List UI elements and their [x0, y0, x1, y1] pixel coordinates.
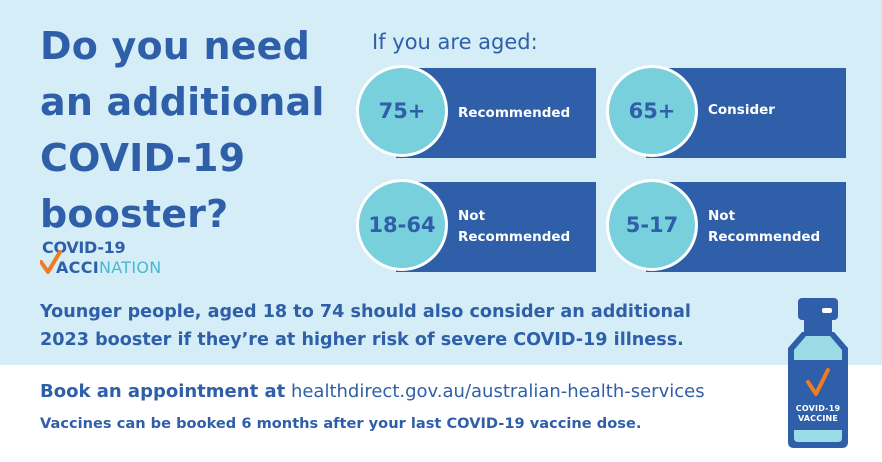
headline: Do you need an additional COVID-19 boost…: [40, 18, 340, 242]
age-card-65-plus: 65+ Consider: [606, 65, 846, 158]
vial-icon: [788, 298, 848, 448]
age-circle: 75+: [356, 65, 448, 157]
note-line: Younger people, aged 18 to 74 should als…: [40, 302, 691, 322]
headline-line: an additional: [40, 80, 325, 124]
age-card-5-17: 5-17 Not Recommended: [606, 179, 846, 272]
booking-lead: Book an appointment at: [40, 381, 286, 402]
headline-line: booster?: [40, 192, 229, 236]
vaccine-vial-illustration: COVID-19 VACCINE: [776, 298, 860, 450]
logo-top-text: COVID-19: [42, 238, 126, 257]
status-text: Recommended: [458, 104, 571, 121]
status-text: Not: [708, 208, 736, 224]
status-label: Consider: [708, 68, 840, 158]
younger-people-note: Younger people, aged 18 to 74 should als…: [40, 298, 770, 354]
age-card-18-64: 18-64 Not Recommended: [356, 179, 596, 272]
status-text: Recommended: [458, 229, 571, 245]
booking-line: Book an appointment at healthdirect.gov.…: [40, 381, 705, 402]
status-label: Not Recommended: [458, 182, 590, 272]
vial-label-line2: VACCINE: [797, 414, 839, 423]
status-label: Not Recommended: [708, 182, 840, 272]
logo-bottom-part-a: ACCI: [56, 258, 100, 277]
status-text: Consider: [708, 102, 775, 118]
status-label: Recommended: [458, 68, 590, 158]
covid-vaccination-logo: COVID-19 ACCINATION: [40, 238, 200, 278]
logo-bottom-text: ACCINATION: [56, 258, 162, 277]
booking-link[interactable]: healthdirect.gov.au/australian-health-se…: [290, 381, 705, 402]
age-prompt: If you are aged:: [372, 30, 538, 54]
logo-bottom-part-b: NATION: [99, 258, 162, 277]
checkmark-icon: [40, 250, 62, 274]
booking-band: [0, 365, 882, 462]
age-circle: 5-17: [606, 179, 698, 271]
headline-line: COVID-19: [40, 136, 246, 180]
status-text: Not: [458, 208, 486, 224]
vial-label-line1: COVID-19: [795, 404, 841, 413]
note-line: 2023 booster if they’re at higher risk o…: [40, 330, 684, 350]
age-card-75-plus: 75+ Recommended: [356, 65, 596, 158]
booking-note: Vaccines can be booked 6 months after yo…: [40, 415, 642, 432]
age-circle: 18-64: [356, 179, 448, 271]
age-circle: 65+: [606, 65, 698, 157]
status-text: Recommended: [708, 229, 821, 245]
headline-line: Do you need: [40, 24, 311, 68]
